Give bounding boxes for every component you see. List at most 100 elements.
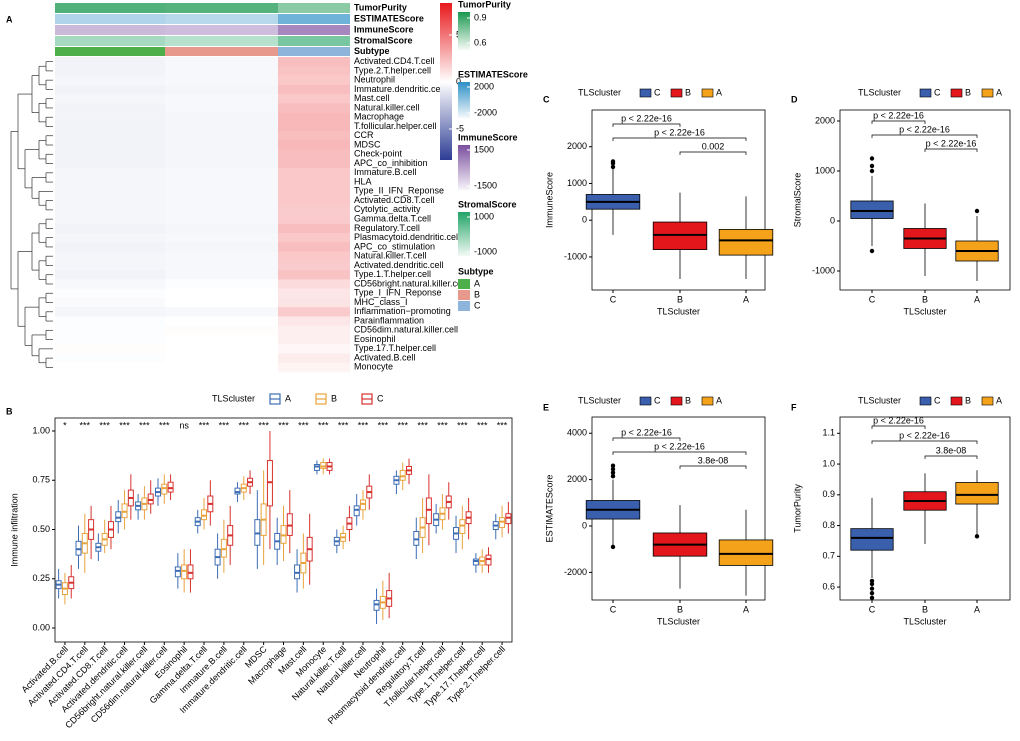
legend-key bbox=[950, 88, 963, 98]
comparison-bracket bbox=[612, 137, 747, 141]
legend-label: A bbox=[285, 393, 291, 403]
heatmap-cell bbox=[165, 307, 278, 317]
heatmap-cell bbox=[165, 66, 278, 76]
annotation-cell bbox=[55, 25, 165, 35]
heatmap-cell bbox=[165, 270, 278, 280]
comparison-bracket bbox=[871, 134, 978, 138]
row-label: Activated.dendritic.cell bbox=[354, 260, 444, 270]
y-axis-label: Immune infiltration bbox=[9, 493, 19, 567]
y-tick-label: 0.50 bbox=[32, 524, 50, 534]
heatmap-cell bbox=[278, 316, 350, 326]
legend-key bbox=[458, 279, 470, 289]
heatmap-cell bbox=[165, 344, 278, 354]
outlier bbox=[869, 591, 875, 596]
heatmap-cell bbox=[165, 195, 278, 206]
heatmap-cell bbox=[165, 168, 278, 178]
y-axis-label: ImmuneScore bbox=[544, 172, 554, 228]
heatmap-cell bbox=[165, 251, 278, 262]
heatmap-cell bbox=[55, 297, 165, 308]
legend-label: C bbox=[474, 300, 481, 310]
heatmap-cell bbox=[278, 168, 350, 178]
box bbox=[718, 228, 774, 256]
legend-tick-label: 0.6 bbox=[474, 37, 487, 47]
annotation-cell bbox=[278, 14, 350, 24]
legend-label: C bbox=[377, 393, 384, 403]
significance-label: ns bbox=[179, 420, 189, 430]
comparison-label: p < 2.22e-16 bbox=[873, 415, 924, 425]
subtype-cell bbox=[165, 47, 278, 56]
significance-label: *** bbox=[278, 420, 289, 430]
y-tick-label: 2000 bbox=[567, 141, 587, 151]
heatmap-cell bbox=[278, 158, 350, 169]
significance-label: *** bbox=[258, 420, 269, 430]
y-tick-label: -2000 bbox=[564, 567, 587, 577]
outlier bbox=[610, 164, 616, 170]
heatmap-cell bbox=[278, 279, 350, 289]
heatmap-cell bbox=[55, 131, 165, 141]
annotation-cell bbox=[55, 14, 165, 24]
y-tick-label: 0.8 bbox=[822, 520, 835, 530]
y-tick-label: 0 bbox=[582, 215, 587, 225]
annotation-cell bbox=[165, 25, 278, 35]
outlier bbox=[869, 156, 875, 161]
legend-title: ESTIMATEScore bbox=[458, 69, 528, 79]
significance-label: *** bbox=[497, 420, 508, 430]
comparison-bracket bbox=[612, 451, 747, 455]
significance-label: *** bbox=[338, 420, 349, 430]
heatmap-cell bbox=[55, 121, 165, 132]
row-label: Inflammation−promoting bbox=[354, 306, 451, 316]
legend-label: C bbox=[934, 395, 941, 405]
comparison-label: p < 2.22e-16 bbox=[926, 138, 977, 148]
row-label: Activated.B.cell bbox=[354, 352, 416, 362]
heatmap-cell bbox=[55, 214, 165, 225]
heatmap-cell bbox=[165, 362, 278, 373]
outlier bbox=[869, 586, 875, 591]
heatmap-cell bbox=[278, 260, 350, 271]
legend-title: TLScluster bbox=[578, 395, 621, 405]
x-axis-label: TLScluster bbox=[903, 306, 946, 316]
legend-tick-label: 1500 bbox=[474, 144, 494, 154]
y-tick-label: 0.7 bbox=[822, 551, 835, 561]
significance-label: *** bbox=[457, 420, 468, 430]
heatmap-cell bbox=[278, 362, 350, 373]
heatmap-cell bbox=[55, 177, 165, 188]
heatmap-cell bbox=[55, 57, 165, 67]
box bbox=[718, 539, 774, 566]
annotation-cell bbox=[165, 3, 278, 13]
outlier bbox=[610, 473, 616, 479]
y-axis-label: TumorPurity bbox=[792, 484, 802, 533]
significance-label: *** bbox=[378, 420, 389, 430]
y-tick-label: 1.00 bbox=[32, 425, 50, 435]
annotation-cell bbox=[278, 25, 350, 35]
legend-key bbox=[981, 396, 994, 406]
significance-label: *** bbox=[477, 420, 488, 430]
significance-label: *** bbox=[298, 420, 309, 430]
legend-label: A bbox=[716, 87, 722, 97]
panel-label: C bbox=[543, 94, 550, 104]
legend-title: StromalScore bbox=[458, 199, 517, 209]
comparison-label: p < 2.22e-16 bbox=[899, 124, 950, 134]
heatmap-cell bbox=[165, 112, 278, 123]
heatmap-cell bbox=[278, 103, 350, 113]
legend-title: TLScluster bbox=[858, 87, 901, 97]
y-tick-label: -1000 bbox=[812, 265, 835, 275]
significance-label: *** bbox=[437, 420, 448, 430]
x-tick-label: A bbox=[974, 294, 980, 304]
heatmap-cell bbox=[278, 195, 350, 206]
heatmap-cell bbox=[165, 205, 278, 215]
annotation-label: ImmuneScore bbox=[354, 24, 414, 34]
heatmap-cell bbox=[165, 131, 278, 141]
row-label: Plasmacytoid.dendritic.cell bbox=[354, 232, 460, 242]
x-tick-label: B bbox=[922, 294, 928, 304]
heatmap-cell bbox=[55, 112, 165, 123]
significance-label: *** bbox=[417, 420, 428, 430]
heatmap-cell bbox=[278, 307, 350, 317]
row-label: APC_co_inhibition bbox=[354, 158, 428, 168]
significance-label: *** bbox=[159, 420, 170, 430]
x-tick-label: B bbox=[677, 294, 683, 304]
significance-label: * bbox=[63, 420, 67, 430]
heatmap-cell bbox=[165, 297, 278, 308]
row-label: CD56dim.natural.killer.cell bbox=[354, 325, 458, 335]
comparison-bracket bbox=[871, 425, 926, 429]
legend-key bbox=[950, 396, 963, 406]
